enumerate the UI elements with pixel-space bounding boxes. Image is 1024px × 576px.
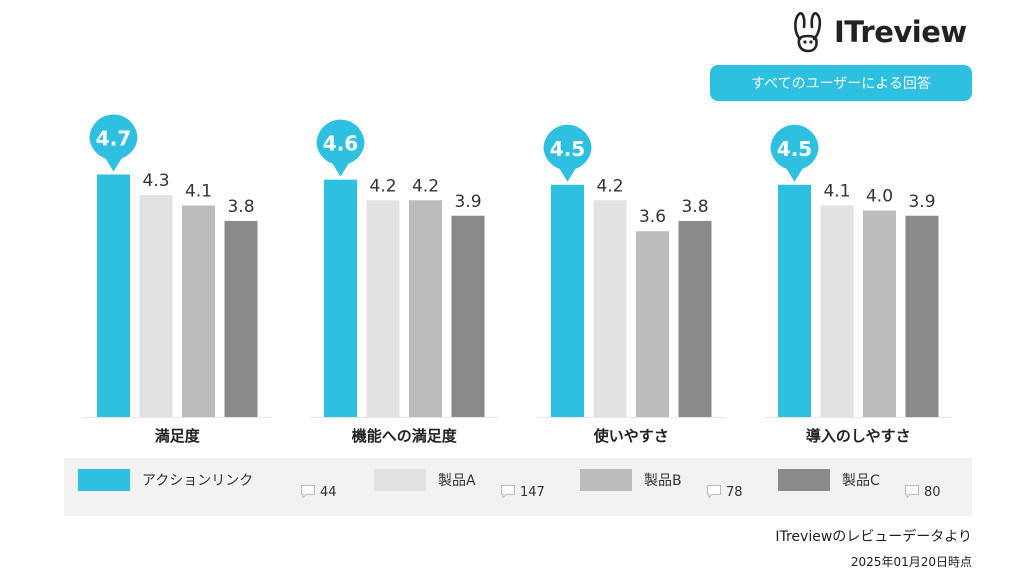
category-label: 機能への満足度 (352, 427, 458, 445)
value-labels-layer: 4.7 4.3 4.1 3.8 4.6 4.2 4.2 3.9 4.5 4.2 3.6 3.8 4.5 4… (89, 114, 936, 227)
review-count-product-c: 80 (904, 482, 941, 502)
bar-product-a-2 (593, 200, 627, 417)
bars-layer (83, 174, 953, 418)
all-users-badge-text: すべてのユーザーによる回答 (751, 76, 931, 92)
bar-actionlink-2 (551, 184, 584, 417)
legend-swatch-product-b (580, 469, 632, 491)
value-label-actionlink: 4.6 (323, 132, 358, 156)
review-count-actionlink: 44 (300, 482, 337, 502)
logo-text: ITreview (834, 15, 967, 49)
value-label: 3.9 (454, 192, 481, 212)
value-label: 3.8 (227, 197, 254, 217)
value-label: 4.1 (823, 181, 850, 201)
bar-actionlink-0 (97, 174, 130, 417)
bar-product-b-3 (863, 210, 896, 417)
legend-label-product-a: 製品A (438, 473, 476, 489)
bar-chart: 4.7 4.3 4.1 3.8 4.6 4.2 4.2 3.9 4.5 4.2 3.6 3.8 4.5 4… (83, 114, 953, 445)
value-callout-bubble (316, 119, 365, 177)
value-label-actionlink: 4.5 (777, 137, 812, 161)
bar-product-a-3 (820, 205, 854, 417)
value-label: 4.2 (596, 176, 623, 196)
bar-actionlink-1 (324, 179, 357, 417)
value-callout-bubble (770, 124, 819, 182)
speech-bubble-icon (501, 485, 515, 499)
legend-swatch-product-a (374, 469, 426, 491)
value-label: 4.2 (412, 176, 439, 196)
bar-product-c-2 (678, 220, 712, 417)
review-count-text: 44 (320, 484, 337, 500)
legend-swatch-product-c (778, 469, 830, 491)
legend-label-actionlink: アクションリンク (142, 473, 254, 489)
speech-bubble-icon (905, 485, 919, 499)
all-users-badge: すべてのユーザーによる回答 (710, 65, 972, 101)
data-date-note: 2025年01月20日時点 (850, 555, 972, 569)
value-label: 4.3 (142, 171, 169, 191)
review-count-product-b: 78 (706, 482, 743, 502)
bar-product-b-1 (409, 200, 442, 417)
value-label: 4.1 (185, 181, 212, 201)
value-label: 3.6 (639, 207, 666, 227)
category-labels-layer: 満足度 機能への満足度 使いやすさ 導入のしやすさ (155, 427, 911, 445)
bar-product-c-3 (905, 215, 939, 417)
value-label: 3.9 (908, 192, 935, 212)
legend-label-product-c: 製品C (842, 473, 880, 489)
value-label: 4.2 (369, 176, 396, 196)
bar-product-a-0 (139, 195, 173, 417)
value-label-actionlink: 4.5 (550, 137, 585, 161)
bar-product-c-0 (224, 220, 258, 417)
review-count-text: 78 (726, 484, 743, 500)
value-label: 4.0 (866, 187, 893, 207)
speech-bubble-icon (301, 485, 315, 499)
legend-item-product-c: 製品C (778, 468, 880, 492)
legend-item-product-b: 製品B (580, 468, 682, 492)
legend: アクションリンク 44 製品A 147 製品B 78 (64, 458, 972, 516)
review-count-product-a: 147 (500, 482, 545, 502)
bar-product-b-0 (182, 205, 215, 417)
review-count-text: 147 (520, 484, 545, 500)
review-count-text: 80 (924, 484, 941, 500)
value-callout-bubble (543, 124, 592, 182)
value-callout-bubble (89, 114, 138, 172)
bar-product-b-2 (636, 231, 669, 417)
legend-label-product-b: 製品B (644, 473, 682, 489)
bar-actionlink-3 (778, 184, 811, 417)
bar-product-a-1 (366, 200, 400, 417)
itreview-logo: ITreview (790, 10, 967, 54)
category-label: 導入のしやすさ (806, 427, 911, 445)
category-label: 使いやすさ (593, 427, 669, 445)
data-source-note: ITreviewのレビューデータより (775, 529, 972, 545)
legend-item-product-a: 製品A (374, 468, 476, 492)
legend-swatch-actionlink (78, 469, 130, 491)
value-label-actionlink: 4.7 (96, 126, 131, 150)
value-label: 3.8 (681, 197, 708, 217)
category-label: 満足度 (155, 427, 201, 445)
rabbit-icon (794, 12, 822, 53)
speech-bubble-icon (707, 485, 721, 499)
bar-product-c-1 (451, 215, 485, 417)
legend-item-actionlink: アクションリンク (78, 468, 253, 492)
